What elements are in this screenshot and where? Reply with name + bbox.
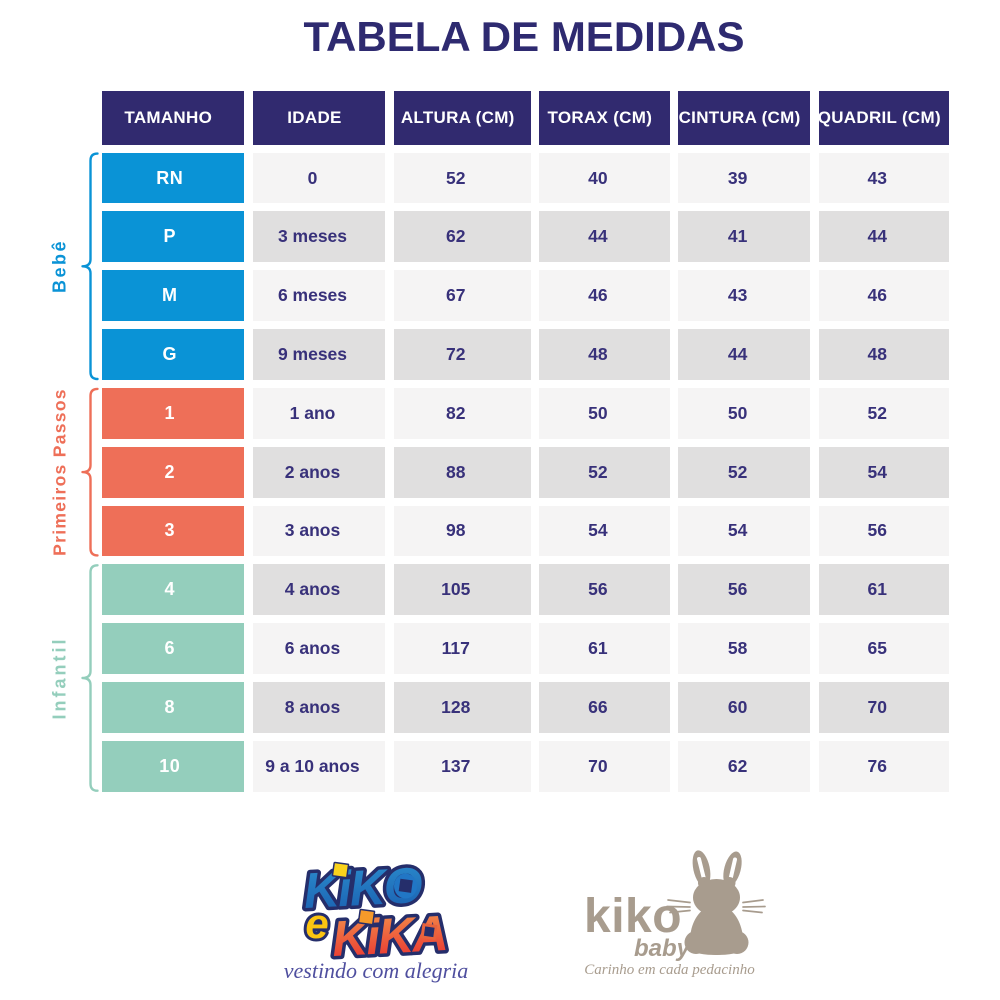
svg-text:baby: baby [634, 935, 692, 962]
svg-text:Carinho em cada pedacinho: Carinho em cada pedacinho [584, 962, 755, 978]
svg-text:kiko: kiko [584, 890, 682, 943]
svg-text:vestindo com alegria: vestindo com alegria [284, 958, 469, 983]
svg-text:e: e [305, 900, 328, 947]
